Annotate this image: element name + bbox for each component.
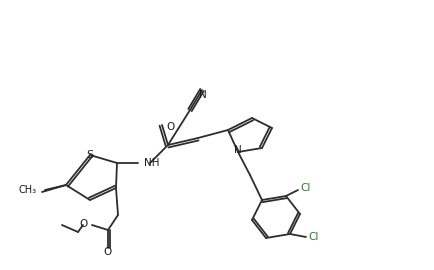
Text: Cl: Cl — [307, 232, 318, 242]
Text: N: N — [199, 90, 207, 100]
Text: CH₃: CH₃ — [19, 185, 37, 195]
Text: NH: NH — [144, 158, 159, 168]
Text: O: O — [166, 122, 174, 132]
Text: N: N — [233, 145, 241, 155]
Text: Cl: Cl — [299, 183, 310, 193]
Text: O: O — [104, 247, 112, 257]
Text: O: O — [79, 219, 88, 229]
Text: S: S — [86, 150, 93, 160]
